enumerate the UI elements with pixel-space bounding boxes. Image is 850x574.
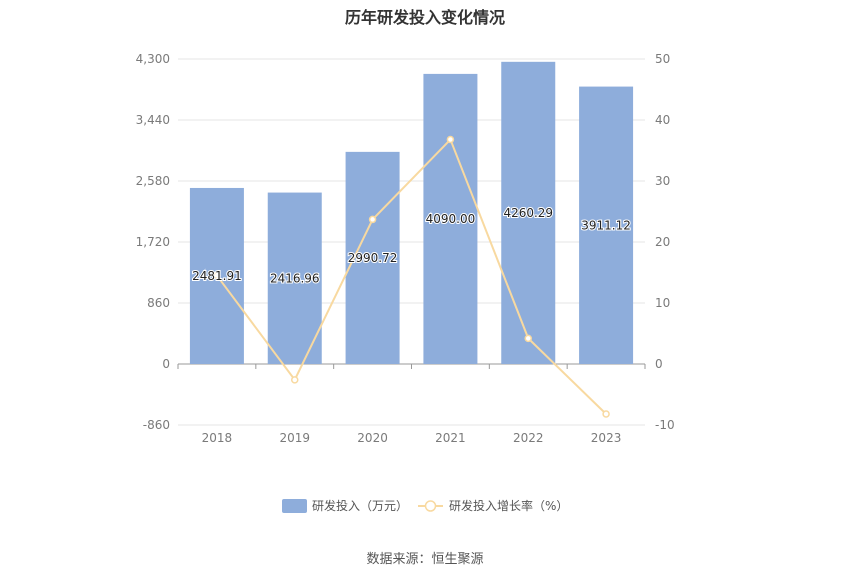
growth-rate-point: [524, 334, 532, 343]
bar-data-label: 2416.96: [270, 271, 320, 285]
left-tick-label: -860: [143, 418, 170, 432]
growth-rate-point: [368, 215, 377, 224]
bar-data-label: 4260.29: [503, 206, 553, 220]
growth-rate-line: [216, 137, 607, 415]
right-tick-label: 10: [655, 296, 670, 310]
bar: [501, 61, 556, 364]
bar-data-label: 2990.72: [348, 251, 398, 265]
right-tick-label: 20: [655, 235, 670, 249]
bar: [423, 73, 478, 364]
right-tick-label: 40: [655, 113, 670, 127]
legend-swatch-point: [424, 500, 437, 512]
legend-swatch-bar: [282, 499, 307, 513]
x-tick-label: 2018: [202, 431, 233, 445]
right-tick-label: 30: [655, 174, 670, 188]
left-tick-label: 1,720: [136, 235, 170, 249]
chart-source: 数据来源：恒生聚源: [366, 552, 484, 567]
bar: [579, 86, 634, 365]
x-tick-label: 2023: [591, 431, 622, 445]
growth-rate-point: [213, 271, 221, 280]
right-tick-label: 50: [655, 52, 670, 66]
left-tick-label: 2,580: [136, 174, 170, 188]
bar: [267, 192, 322, 364]
bar-data-label: 4090.00: [426, 212, 476, 226]
bar-data-label: 2481.91: [192, 269, 242, 283]
left-tick-label: 4,300: [136, 52, 170, 66]
x-tick-label: 2022: [513, 431, 544, 445]
x-tick-label: 2019: [279, 431, 310, 445]
bar-data-label: 3911.12: [581, 218, 631, 232]
growth-rate-point: [446, 135, 455, 144]
legend-label-line: 研发投入增长率（%）: [449, 498, 568, 513]
growth-rate-point: [291, 376, 299, 384]
right-tick-label: 0: [655, 357, 663, 371]
left-tick-label: 0: [162, 357, 170, 371]
x-tick-label: 2021: [435, 431, 466, 445]
legend-label-bar: 研发投入（万元）: [312, 498, 408, 513]
left-tick-label: 860: [147, 296, 170, 310]
x-tick-label: 2020: [357, 431, 388, 445]
chart-title: 历年研发投入变化情况: [344, 8, 505, 27]
right-tick-label: -10: [655, 418, 675, 432]
left-tick-label: 3,440: [136, 113, 170, 127]
growth-rate-point: [602, 410, 610, 418]
